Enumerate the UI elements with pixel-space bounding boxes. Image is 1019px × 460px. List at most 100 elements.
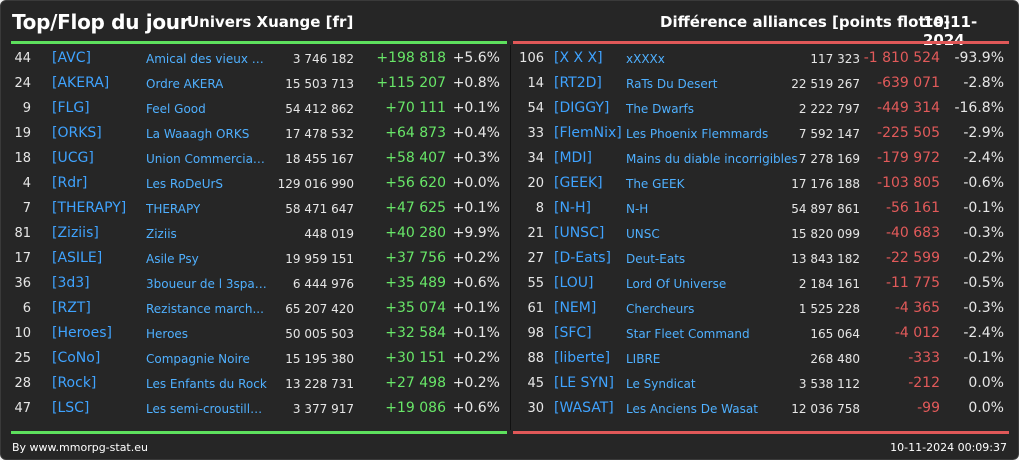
alliance-name[interactable]: Deut-Eats: [626, 252, 686, 266]
points-delta: -56 161: [885, 200, 940, 216]
alliance-tag[interactable]: [Rdr]: [52, 175, 88, 191]
alliance-tag[interactable]: [UCG]: [52, 150, 94, 166]
fleet-points: 2 222 797: [798, 102, 860, 116]
alliance-tag[interactable]: [LOU]: [554, 275, 594, 291]
alliance-name[interactable]: UNSC: [626, 227, 660, 241]
alliance-tag[interactable]: [AKERA]: [52, 75, 110, 91]
top-row: 28 [Rock] Les Enfants du Rock 13 228 731 +27…: [1, 373, 509, 398]
alliance-name[interactable]: Heroes: [146, 327, 189, 341]
alliance-tag[interactable]: [THERAPY]: [52, 200, 127, 216]
points-delta: +19 086: [385, 400, 446, 416]
percent-change: +0.2%: [452, 375, 500, 391]
alliance-tag[interactable]: [ORKS]: [52, 125, 102, 141]
alliance-name[interactable]: Asile Psy: [146, 252, 199, 266]
alliance-tag[interactable]: [LSC]: [52, 400, 90, 416]
rank-number: 25: [14, 351, 31, 366]
alliance-tag[interactable]: [LE SYN]: [554, 375, 614, 391]
alliance-tag[interactable]: [SFC]: [554, 325, 592, 341]
alliance-tag[interactable]: [RT2D]: [554, 75, 602, 91]
fleet-points: 22 519 267: [791, 77, 860, 91]
alliance-tag[interactable]: [Ziziis]: [52, 225, 99, 241]
rank-number: 55: [527, 276, 544, 291]
flop-row: 8 [N-H] N-H 54 897 861 -56 161 -0.1%: [511, 198, 1019, 223]
alliance-name[interactable]: Compagnie Noire: [146, 352, 250, 366]
percent-change: +0.6%: [452, 275, 500, 291]
alliance-name[interactable]: xXXXx: [626, 52, 665, 66]
fleet-points: 3 377 917: [292, 402, 354, 416]
alliance-name[interactable]: Les Phoenix Flemmards: [626, 127, 769, 141]
fleet-points: 18 455 167: [285, 152, 354, 166]
rank-number: 47: [14, 401, 31, 416]
alliance-name[interactable]: THERAPY: [146, 202, 201, 216]
alliance-name[interactable]: Lord Of Universe: [626, 277, 727, 291]
universe-label: Univers Xuange [fr]: [187, 13, 354, 31]
points-delta: +35 074: [385, 300, 446, 316]
alliance-tag[interactable]: [liberte]: [554, 350, 611, 366]
rank-number: 61: [527, 301, 544, 316]
points-delta: -22 599: [885, 250, 940, 266]
alliance-name[interactable]: Mains du diable incorrigibles: [626, 152, 798, 166]
alliance-tag[interactable]: [Heroes]: [52, 325, 112, 341]
rank-number: 7: [22, 201, 31, 216]
alliance-tag[interactable]: [ASILE]: [52, 250, 103, 266]
alliance-name[interactable]: La Waaagh ORKS: [146, 127, 250, 141]
rank-number: 17: [14, 251, 31, 266]
alliance-tag[interactable]: [3d3]: [52, 275, 90, 291]
flop-row: 88 [liberte] LIBRE 268 480 -333 -0.1%: [511, 348, 1019, 373]
alliance-tag[interactable]: [D-Eats]: [554, 250, 611, 266]
alliance-tag[interactable]: [X X X]: [554, 50, 603, 66]
alliance-tag[interactable]: [WASAT]: [554, 400, 614, 416]
alliance-name[interactable]: Chercheurs: [626, 302, 695, 316]
rank-number: 21: [527, 226, 544, 241]
flop-row: 34 [MDI] Mains du diable incorrigibles 7 27…: [511, 148, 1019, 173]
alliance-tag[interactable]: [UNSC]: [554, 225, 605, 241]
flop-row: 45 [LE SYN] Le Syndicat 3 538 112 -212 0.0%: [511, 373, 1019, 398]
rank-number: 54: [527, 101, 544, 116]
column-divider: [510, 45, 511, 430]
fleet-points: 54 412 862: [285, 102, 354, 116]
percent-change: -2.9%: [963, 125, 1004, 141]
alliance-name[interactable]: Le Syndicat: [626, 377, 696, 391]
fleet-points: 54 897 861: [791, 202, 860, 216]
fleet-points: 165 064: [810, 327, 860, 341]
fleet-points: 15 195 380: [285, 352, 354, 366]
flop-row: 98 [SFC] Star Fleet Command 165 064 -4 012 -2…: [511, 323, 1019, 348]
flop-row: 21 [UNSC] UNSC 15 820 099 -40 683 -0.3%: [511, 223, 1019, 248]
alliance-name[interactable]: Les Anciens De Wasat: [626, 402, 758, 416]
alliance-tag[interactable]: [MDI]: [554, 150, 592, 166]
percent-change: +0.2%: [452, 250, 500, 266]
alliance-tag[interactable]: [FLG]: [52, 100, 90, 116]
alliance-name[interactable]: N-H: [626, 202, 649, 216]
alliance-name[interactable]: Feel Good: [146, 102, 206, 116]
fleet-points: 117 323: [810, 52, 860, 66]
alliance-name[interactable]: The Dwarfs: [626, 102, 694, 116]
alliance-tag[interactable]: [Rock]: [52, 375, 97, 391]
alliance-tag[interactable]: [FlemNix]: [554, 125, 622, 141]
alliance-name[interactable]: Ordre AKERA: [146, 77, 224, 91]
flop-row: 106 [X X X] xXXXx 117 323 -1 810 524 -93.9%: [511, 48, 1019, 73]
source-link[interactable]: By www.mmorpg-stat.eu: [12, 441, 148, 454]
alliance-tag[interactable]: [RZT]: [52, 300, 91, 316]
points-delta: -99: [917, 400, 940, 416]
alliance-tag[interactable]: [AVC]: [52, 50, 91, 66]
alliance-name[interactable]: Star Fleet Command: [626, 327, 750, 341]
points-delta: +47 625: [385, 200, 446, 216]
percent-change: +0.1%: [452, 300, 500, 316]
alliance-tag[interactable]: [GEEK]: [554, 175, 603, 191]
percent-change: -0.1%: [963, 200, 1004, 216]
alliance-tag[interactable]: [DIGGY]: [554, 100, 610, 116]
alliance-name[interactable]: RaTs Du Desert: [626, 77, 718, 91]
alliance-name[interactable]: LIBRE: [626, 352, 661, 366]
percent-change: +0.1%: [452, 100, 500, 116]
alliance-tag[interactable]: [NEM]: [554, 300, 597, 316]
percent-change: +0.0%: [452, 175, 500, 191]
alliance-name[interactable]: Les RoDeUrS: [146, 177, 224, 191]
top-row: 17 [ASILE] Asile Psy 19 959 151 +37 756 +0.2%: [1, 248, 509, 273]
fleet-points: 58 471 647: [285, 202, 354, 216]
alliance-tag[interactable]: [CoNo]: [52, 350, 101, 366]
percent-change: 0.0%: [968, 375, 1004, 391]
alliance-name[interactable]: Ziziis: [146, 227, 177, 241]
alliance-name[interactable]: The GEEK: [626, 177, 685, 191]
alliance-tag[interactable]: [N-H]: [554, 200, 591, 216]
